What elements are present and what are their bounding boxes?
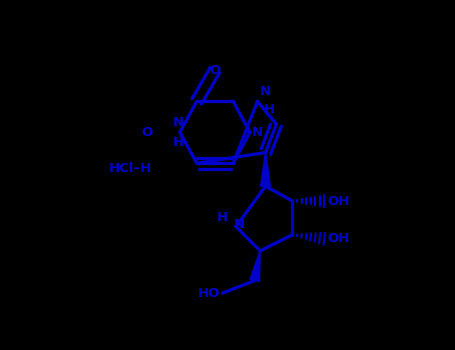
Text: HO: HO	[198, 287, 220, 300]
Text: O: O	[209, 64, 221, 77]
Polygon shape	[250, 251, 260, 281]
Text: N: N	[234, 218, 245, 231]
Polygon shape	[261, 153, 270, 186]
Text: HCl–H: HCl–H	[109, 162, 152, 175]
Text: O: O	[142, 126, 152, 139]
Text: OH: OH	[327, 232, 349, 245]
Text: H: H	[217, 211, 228, 224]
Text: H: H	[173, 135, 184, 148]
Text: H: H	[263, 104, 274, 117]
Text: N: N	[260, 85, 271, 98]
Text: N: N	[173, 116, 184, 129]
Text: N: N	[252, 126, 263, 139]
Text: OH: OH	[327, 195, 349, 208]
